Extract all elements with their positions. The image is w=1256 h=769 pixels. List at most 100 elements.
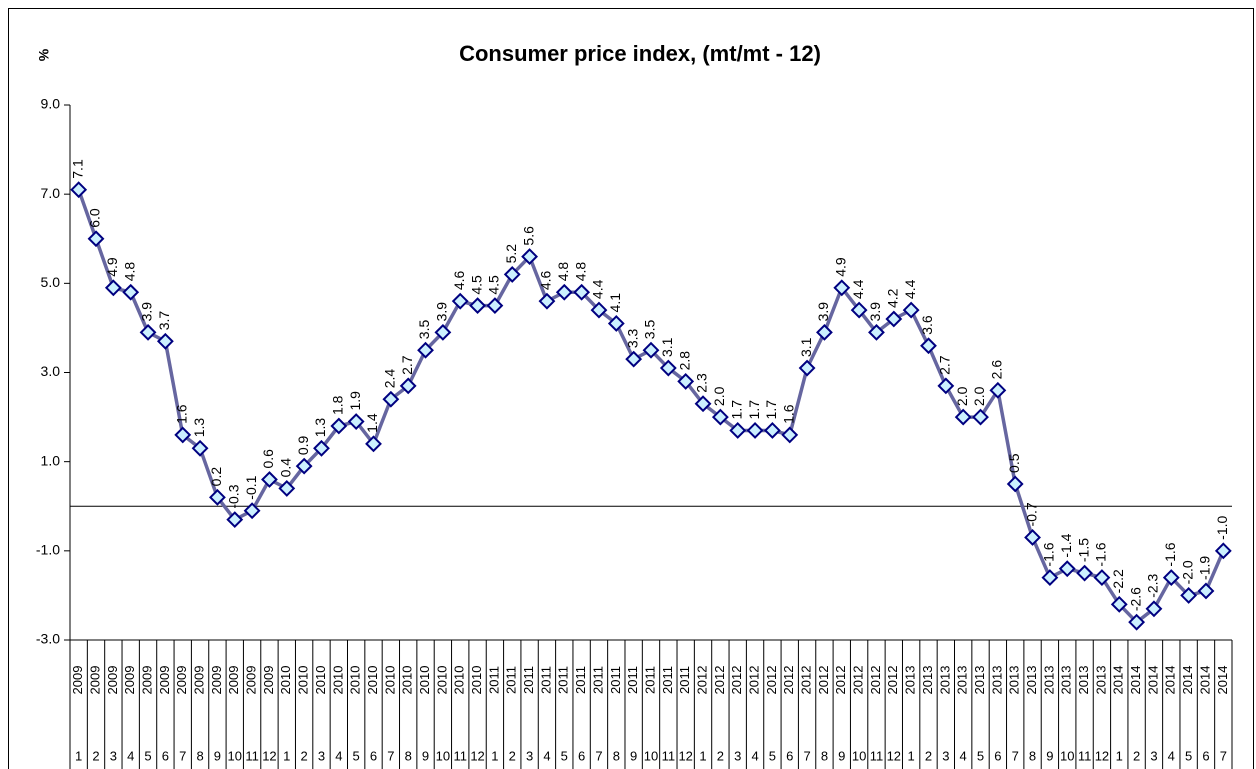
data-label: 2.4 [382, 369, 398, 389]
data-label: 4.5 [486, 275, 502, 295]
x-tick-label: 12 [470, 748, 484, 763]
data-label: -2.3 [1145, 573, 1161, 597]
data-label: 6.0 [87, 208, 103, 228]
x-tick-label: 5 [769, 748, 776, 763]
data-label: 4.8 [572, 262, 588, 282]
marker [521, 248, 539, 265]
data-label: 0.4 [277, 458, 293, 478]
x-tick-label: 3 [526, 748, 533, 763]
marker [451, 292, 469, 310]
data-label: -1.9 [1197, 556, 1213, 580]
marker [694, 395, 712, 413]
marker [763, 422, 781, 439]
data-label: 1.7 [728, 400, 744, 420]
marker [191, 439, 209, 457]
data-label: 2.6 [989, 360, 1005, 380]
data-label: 1.4 [364, 413, 380, 433]
marker [833, 279, 851, 297]
x-tick-label-year: 2009 [105, 666, 120, 695]
data-label: 2.0 [954, 386, 970, 406]
y-tick-label: 7.0 [41, 185, 61, 201]
x-tick-label: 6 [162, 748, 169, 763]
marker [278, 480, 296, 497]
x-tick-label-year: 2010 [296, 666, 311, 695]
data-label: 5.6 [520, 226, 536, 246]
marker [1128, 613, 1146, 631]
x-tick-label-year: 2010 [365, 666, 380, 695]
x-tick-label: 1 [283, 748, 290, 763]
x-tick-label: 9 [630, 748, 637, 763]
x-tick-label: 8 [196, 748, 203, 763]
marker [538, 292, 556, 310]
marker [469, 297, 486, 315]
data-label: 4.5 [468, 275, 484, 295]
marker [1145, 600, 1163, 618]
data-label: 7.1 [69, 159, 85, 179]
data-label: 3.9 [867, 302, 883, 322]
data-label: 2.3 [694, 373, 710, 393]
x-tick-label: 9 [1046, 748, 1053, 763]
data-label: 5.2 [503, 244, 519, 264]
data-label: 1.7 [763, 400, 779, 420]
x-tick-label-year: 2010 [434, 666, 449, 695]
marker [382, 390, 400, 408]
marker [711, 408, 729, 426]
marker [104, 279, 122, 297]
x-tick-label: 12 [887, 748, 901, 763]
x-tick-label-year: 2010 [469, 666, 484, 695]
x-tick-label: 8 [1029, 748, 1036, 763]
data-label: 4.4 [850, 279, 866, 299]
data-label: 1.7 [746, 400, 762, 420]
x-tick-label: 1 [908, 748, 915, 763]
x-tick-label-year: 2011 [556, 666, 571, 694]
data-label: -2.6 [1127, 587, 1143, 611]
marker [989, 381, 1007, 399]
data-label: 1.6 [173, 404, 189, 424]
marker [1162, 569, 1180, 586]
data-label: 4.1 [607, 293, 623, 313]
x-tick-label-year: 2012 [868, 666, 883, 695]
x-tick-label-year: 2014 [1128, 666, 1143, 695]
marker [122, 283, 140, 301]
y-tick-label: 1.0 [41, 452, 61, 468]
marker [954, 408, 972, 426]
x-tick-label-year: 2012 [712, 666, 727, 695]
x-tick-label-year: 2011 [521, 666, 536, 694]
data-label: 3.6 [919, 315, 935, 335]
y-tick-label: -1.0 [36, 542, 60, 558]
x-tick-label-year: 2011 [538, 666, 553, 694]
x-tick-label: 2 [92, 748, 99, 763]
x-tick-label: 9 [838, 748, 845, 763]
data-label: 4.2 [885, 288, 901, 308]
data-label: 4.9 [832, 257, 848, 277]
x-tick-label: 10 [852, 748, 866, 763]
data-label: 3.5 [416, 320, 432, 340]
data-label: 1.3 [191, 418, 207, 438]
marker [503, 266, 521, 283]
marker [243, 502, 261, 520]
x-tick-label: 5 [561, 748, 568, 763]
x-tick-label-year: 2009 [70, 666, 85, 695]
y-axis-label: % [36, 48, 52, 61]
marker [590, 301, 608, 319]
x-tick-label-year: 2011 [573, 666, 588, 694]
x-tick-label: 5 [977, 748, 984, 763]
x-tick-label-year: 2013 [937, 666, 952, 695]
marker [261, 471, 278, 488]
data-label: -1.4 [1058, 533, 1074, 557]
marker [313, 439, 330, 457]
x-tick-label: 1 [699, 748, 706, 763]
marker [139, 323, 157, 341]
x-tick-label: 5 [1185, 748, 1192, 763]
x-tick-label-year: 2009 [209, 666, 224, 695]
x-tick-label: 3 [1150, 748, 1157, 763]
x-tick-label-year: 2012 [851, 666, 866, 695]
x-tick-label: 7 [179, 748, 186, 763]
marker [1076, 564, 1093, 582]
x-tick-label: 4 [335, 748, 342, 763]
x-tick-label: 4 [543, 748, 550, 763]
data-label: 0.6 [260, 449, 276, 469]
x-tick-label-year: 2013 [1041, 666, 1056, 695]
x-tick-label: 3 [942, 748, 949, 763]
x-tick-label: 12 [262, 748, 276, 763]
